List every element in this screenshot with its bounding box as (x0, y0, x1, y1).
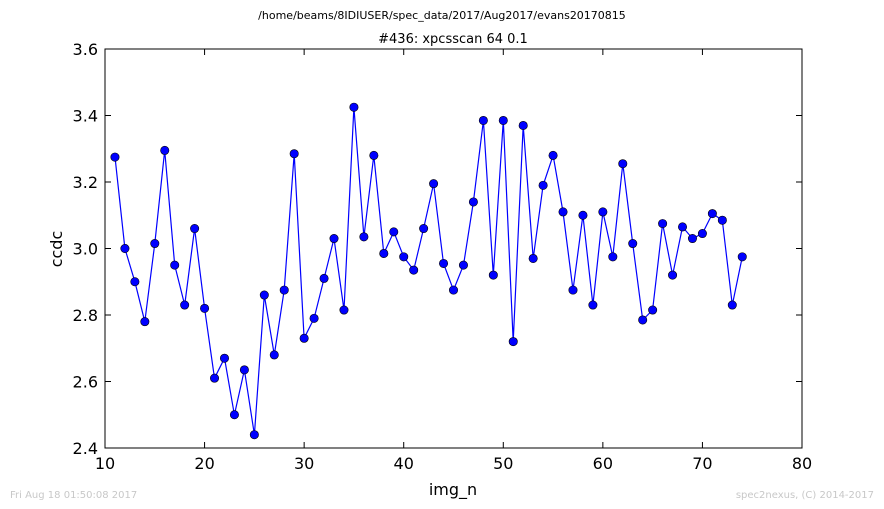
data-point (448, 285, 458, 295)
data-point (399, 252, 409, 262)
data-point (219, 353, 229, 363)
data-point (538, 180, 548, 190)
data-point (439, 258, 449, 268)
series-line (114, 107, 743, 435)
data-point (200, 303, 210, 313)
data-point (608, 252, 618, 262)
y-tick-label: 3.0 (73, 240, 98, 259)
data-point (638, 315, 648, 325)
data-point (239, 365, 249, 375)
data-point (120, 244, 130, 254)
data-point (110, 152, 120, 162)
data-point (329, 234, 339, 244)
data-point (309, 313, 319, 323)
data-point (180, 300, 190, 310)
data-point (687, 234, 697, 244)
x-tick-label: 30 (294, 454, 314, 473)
data-point (697, 229, 707, 239)
data-point (160, 145, 170, 155)
data-point (598, 207, 608, 217)
y-tick-label: 3.6 (73, 40, 98, 59)
x-tick-label: 20 (194, 454, 214, 473)
data-point (319, 273, 329, 283)
data-point (628, 239, 638, 249)
data-point (359, 232, 369, 242)
x-tick-label: 50 (493, 454, 513, 473)
data-point (369, 150, 379, 160)
data-point (170, 260, 180, 270)
data-point (130, 277, 140, 287)
data-point (389, 227, 399, 237)
data-point (737, 252, 747, 262)
data-point (528, 253, 538, 263)
data-point (458, 260, 468, 270)
data-point (210, 373, 220, 383)
data-point (558, 207, 568, 217)
data-point (468, 197, 478, 207)
x-tick-label: 80 (792, 454, 812, 473)
y-tick-label: 2.6 (73, 373, 98, 392)
data-point (588, 300, 598, 310)
data-point (508, 337, 518, 347)
chart-suptitle: /home/beams/8IDIUSER/spec_data/2017/Aug2… (258, 9, 626, 22)
data-point (419, 224, 429, 234)
data-point (648, 305, 658, 315)
data-point (429, 179, 439, 189)
data-point (349, 102, 359, 112)
data-point (478, 115, 488, 125)
data-point (150, 239, 160, 249)
data-point (488, 270, 498, 280)
data-point (339, 305, 349, 315)
data-point (190, 224, 200, 234)
data-point (289, 149, 299, 159)
data-point (668, 270, 678, 280)
data-point (259, 290, 269, 300)
x-tick-label: 10 (95, 454, 115, 473)
data-point (379, 248, 389, 258)
data-point (229, 410, 239, 420)
chart-title: #436: xpcsscan 64 0.1 (378, 32, 528, 47)
y-tick-label: 3.4 (73, 107, 98, 126)
data-point (409, 265, 419, 275)
data-point (299, 333, 309, 343)
data-point (140, 317, 150, 327)
y-axis: 2.4 2.6 2.8 3.0 3.2 3.4 3.6 (73, 40, 802, 458)
data-point (618, 159, 628, 169)
x-axis-label: img_n (429, 480, 477, 500)
y-tick-label: 2.4 (73, 439, 98, 458)
y-tick-label: 2.8 (73, 306, 98, 325)
y-tick-label: 3.2 (73, 173, 98, 192)
x-tick-label: 40 (394, 454, 414, 473)
data-point (518, 120, 528, 130)
data-point (707, 209, 717, 219)
footer-timestamp: Fri Aug 18 01:50:08 2017 (10, 490, 137, 501)
data-point (717, 215, 727, 225)
data-point (678, 222, 688, 232)
x-axis: 10 20 30 40 50 60 70 80 (95, 49, 812, 473)
data-point (658, 219, 668, 229)
data-point (578, 210, 588, 220)
data-point (727, 300, 737, 310)
data-point (279, 285, 289, 295)
series-points (110, 102, 747, 440)
x-tick-label: 60 (593, 454, 613, 473)
data-point (269, 350, 279, 360)
data-point (249, 430, 259, 440)
footer-credit: spec2nexus, (C) 2014-2017 (736, 490, 874, 501)
plot-area (104, 48, 803, 449)
y-axis-label: ccdc (47, 231, 66, 268)
x-tick-label: 70 (692, 454, 712, 473)
data-point (498, 115, 508, 125)
data-point (568, 285, 578, 295)
data-point (548, 150, 558, 160)
